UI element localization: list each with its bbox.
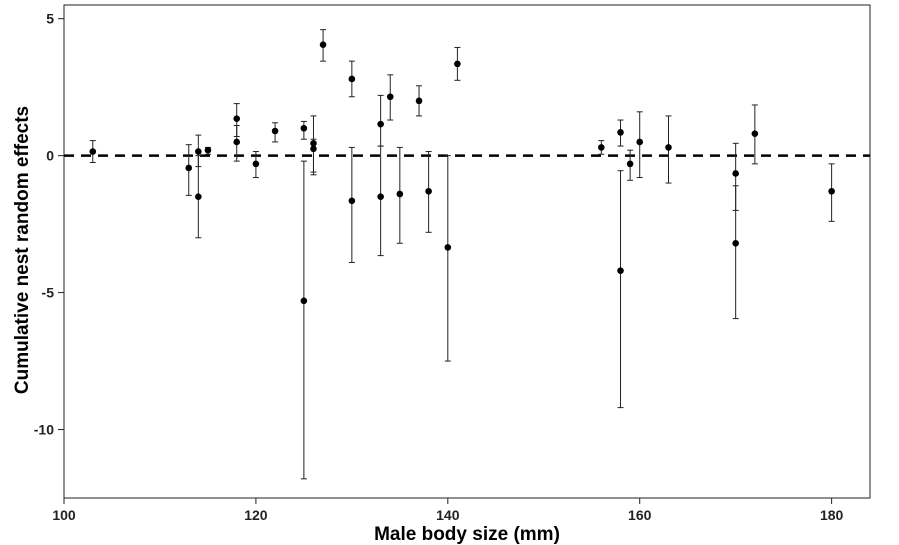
y-tick-label: 5 [46, 11, 54, 27]
plot-frame [63, 4, 871, 499]
x-tick-label: 160 [628, 507, 652, 523]
data-point [617, 267, 624, 274]
data-point [195, 193, 202, 201]
data-point [271, 127, 279, 135]
x-tick-label: 180 [820, 507, 844, 523]
data-point [310, 140, 317, 147]
data-point [732, 239, 739, 247]
data-point [454, 60, 461, 68]
data-point [377, 193, 384, 201]
error-bars [89, 29, 835, 480]
data-point [665, 144, 672, 151]
error-bar [377, 94, 384, 147]
data-point [425, 187, 432, 195]
y-axis-ticks: 5 0 -5 -10 [34, 11, 64, 438]
error-bar [732, 185, 739, 320]
data-point [204, 146, 212, 154]
error-bar [348, 146, 355, 263]
data-point [598, 144, 605, 151]
data-point [636, 138, 644, 146]
data-point [396, 190, 404, 198]
data-point [828, 187, 835, 195]
data-point [415, 97, 423, 105]
data-point [617, 129, 624, 136]
error-bar [444, 155, 451, 362]
data-point [310, 145, 317, 153]
error-bar [377, 145, 384, 257]
data-point [233, 138, 241, 146]
data-point [89, 148, 97, 155]
data-point [751, 130, 759, 138]
data-point [377, 120, 384, 128]
x-axis-title: Male body size (mm) [374, 524, 560, 545]
y-tick-label: -10 [34, 422, 54, 438]
data-point [732, 170, 739, 177]
data-point [348, 75, 356, 83]
data-points [89, 41, 835, 305]
data-point [300, 297, 308, 305]
data-point [185, 164, 193, 172]
error-bar [617, 170, 624, 409]
data-point [348, 197, 356, 205]
data-point [626, 160, 634, 168]
y-tick-label: 0 [46, 148, 54, 164]
x-tick-label: 100 [52, 507, 76, 523]
x-tick-label: 140 [436, 507, 460, 523]
x-axis-ticks: 100 120 140 160 180 [52, 498, 844, 523]
y-axis-title: Cumulative nest random effects [12, 106, 33, 394]
x-tick-label: 120 [244, 507, 268, 523]
data-point [386, 93, 394, 101]
y-tick-label: -5 [42, 285, 55, 301]
data-point [252, 160, 260, 168]
data-point [444, 244, 452, 251]
data-point [300, 124, 308, 132]
error-bar [300, 160, 307, 480]
data-point [195, 148, 202, 155]
data-point [233, 115, 241, 122]
data-point [319, 41, 327, 49]
